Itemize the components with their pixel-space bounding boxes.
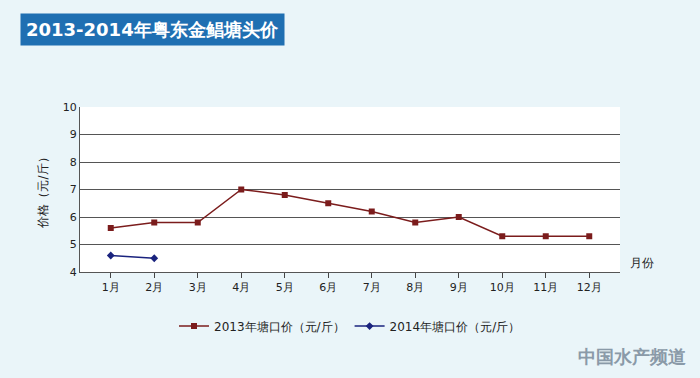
svg-text:8: 8 [70, 156, 77, 169]
svg-text:4月: 4月 [232, 281, 250, 294]
svg-text:价格（元/斤）: 价格（元/斤） [36, 151, 50, 228]
svg-text:2月: 2月 [145, 281, 163, 294]
svg-text:5月: 5月 [276, 281, 294, 294]
svg-text:9月: 9月 [450, 281, 468, 294]
svg-text:10月: 10月 [490, 281, 515, 294]
svg-text:10: 10 [63, 101, 77, 114]
svg-text:6: 6 [70, 211, 77, 224]
svg-text:7: 7 [70, 183, 77, 196]
svg-text:12月: 12月 [577, 281, 602, 294]
svg-text:4: 4 [70, 266, 77, 279]
svg-text:中国水产频道: 中国水产频道 [578, 346, 686, 367]
svg-text:6月: 6月 [319, 281, 337, 294]
svg-text:2014年塘口价（元/斤）: 2014年塘口价（元/斤） [390, 320, 521, 334]
svg-text:5: 5 [70, 238, 77, 251]
svg-text:月份: 月份 [630, 256, 654, 270]
svg-text:8月: 8月 [406, 281, 424, 294]
svg-text:1月: 1月 [102, 281, 120, 294]
svg-text:3月: 3月 [189, 281, 207, 294]
svg-text:7月: 7月 [363, 281, 381, 294]
svg-text:9: 9 [70, 128, 77, 141]
svg-text:11月: 11月 [533, 281, 558, 294]
svg-text:2013-2014年粤东金鲳塘头价: 2013-2014年粤东金鲳塘头价 [26, 19, 279, 40]
svg-text:2013年塘口价（元/斤）: 2013年塘口价（元/斤） [214, 320, 345, 334]
